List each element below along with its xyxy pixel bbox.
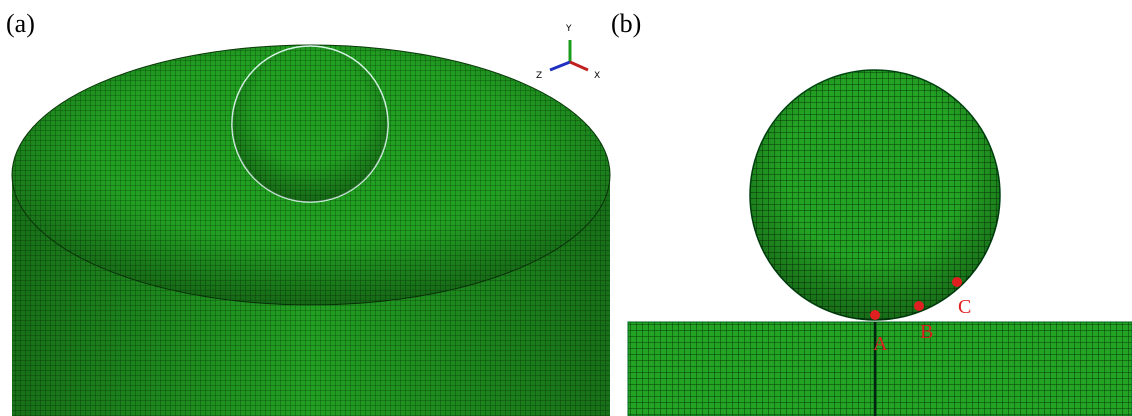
panel-a: (a) Y Z X (6, 9, 610, 416)
panel-label: (a) (6, 9, 35, 38)
axis-label: X (594, 71, 600, 81)
point (870, 310, 880, 320)
panel-label: (b) (611, 9, 641, 38)
sphere-shade (232, 46, 388, 202)
axis-label: Y (565, 24, 572, 34)
point (914, 301, 924, 311)
point-label: C (958, 296, 971, 318)
axis-label: Z (536, 71, 542, 81)
panel-b: (b) A B C (611, 9, 1132, 416)
point (952, 277, 962, 287)
figure: (a) Y Z X (b) A B C (0, 0, 1132, 416)
point-label: B (920, 321, 933, 343)
axis-triad: Y Z X (536, 24, 600, 81)
point-label: A (873, 333, 888, 355)
sphere-shade (750, 70, 1000, 320)
page: (a) Y Z X (b) A B C (() => { const data … (0, 0, 1132, 416)
